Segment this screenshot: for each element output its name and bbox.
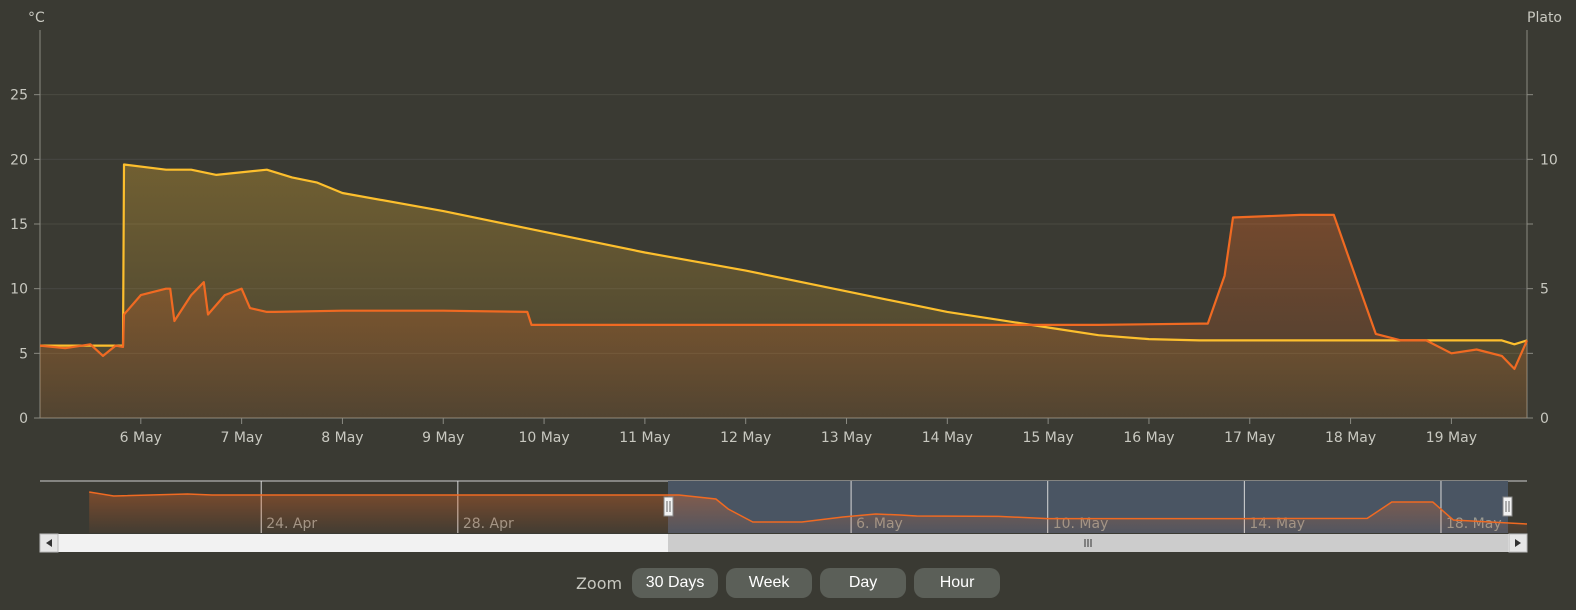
zoom-label: Zoom: [575, 573, 623, 593]
navigator-right-handle[interactable]: [1502, 496, 1513, 517]
x-tick-label: 16 May: [1123, 430, 1174, 446]
x-tick-label: 17 May: [1224, 430, 1275, 446]
x-tick-label: 12 May: [720, 430, 771, 446]
x-tick-label: 19 May: [1426, 430, 1477, 446]
grip-lines-icon[interactable]: [1084, 539, 1092, 547]
x-tick-label: 18 May: [1325, 430, 1376, 446]
right-tick-label: 10: [1540, 152, 1558, 168]
x-tick-label: 9 May: [422, 430, 464, 446]
left-tick-label: 15: [10, 217, 28, 233]
left-tick-label: 10: [10, 282, 28, 298]
arrow-right-icon: [1515, 539, 1521, 547]
gravity-line: [40, 163, 1528, 347]
left-tick-label: 25: [10, 88, 28, 104]
x-tick-label: 15 May: [1023, 430, 1074, 446]
temperature-line: [39, 213, 1529, 370]
x-tick-label: 8 May: [321, 430, 363, 446]
zoom-week-button[interactable]: Week: [726, 568, 813, 598]
zoom-day-button[interactable]: Day: [820, 568, 907, 598]
left-tick-label: 5: [19, 346, 28, 362]
left-axis-ticks: 0 5 10 15 20 25: [10, 88, 40, 427]
right-axis-unit: Plato: [1527, 10, 1562, 26]
chart-svg: °C Plato 0 5 10 15 20 25 0 5 10 6 May 7 May 8 May…: [10, 10, 1562, 553]
zoom-bar: Zoom 30 Days Week Day Hour: [0, 566, 1576, 600]
left-tick-label: 20: [10, 152, 28, 168]
x-tick-label: 14 May: [922, 430, 973, 446]
x-tick-label: 6 May: [120, 430, 162, 446]
series-layer: [39, 163, 1529, 418]
temperature-area: [40, 214, 1527, 418]
x-tick-label: 11 May: [619, 430, 670, 446]
scrollbar-left-button[interactable]: [39, 533, 59, 553]
scrollbar[interactable]: [39, 533, 1528, 553]
navigator-area: [89, 492, 1528, 533]
navigator-left-handle[interactable]: [663, 496, 674, 517]
x-tick-label: 10 May: [518, 430, 569, 446]
arrow-left-icon: [46, 539, 52, 547]
x-tick-label: 7 May: [220, 430, 262, 446]
scrollbar-right-button[interactable]: [1508, 533, 1528, 553]
zoom-hour-button[interactable]: Hour: [914, 568, 1001, 598]
right-axis-ticks: 0 5 10: [1527, 94, 1558, 427]
navigator-line: [89, 491, 1528, 525]
x-axis-ticks: 6 May 7 May 8 May 9 May 10 May 11 May 12 May 13…: [120, 418, 1477, 446]
navigator-series: [89, 491, 1528, 533]
left-axis-unit: °C: [28, 10, 45, 26]
zoom-30-days-button[interactable]: 30 Days: [632, 568, 719, 598]
x-tick-label: 13 May: [821, 430, 872, 446]
right-tick-label: 0: [1540, 411, 1549, 427]
left-tick-label: 0: [19, 411, 28, 427]
right-tick-label: 5: [1540, 282, 1549, 298]
